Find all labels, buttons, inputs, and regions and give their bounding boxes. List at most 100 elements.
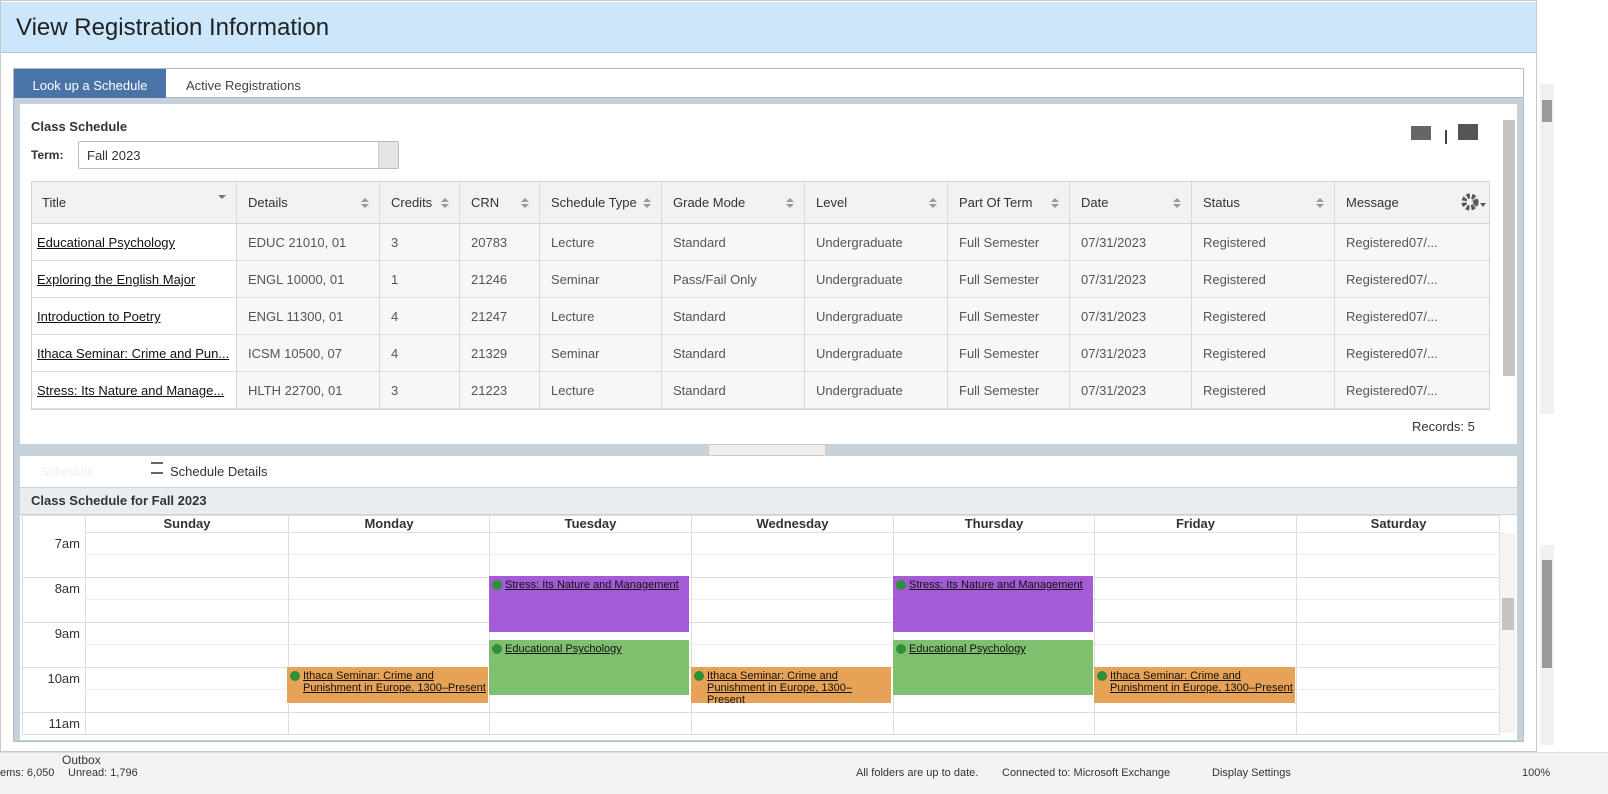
half-hour-line	[85, 599, 1500, 600]
splitter-controls[interactable]	[708, 444, 826, 456]
event-label[interactable]: Educational Psychology	[505, 643, 622, 655]
header-bar	[1, 2, 1536, 53]
column-header[interactable]: Grade Mode	[662, 181, 805, 224]
table-cell: Lecture	[540, 224, 662, 261]
tab[interactable]: Active Registrations	[186, 78, 301, 93]
gear	[1461, 193, 1479, 211]
time-label: 8am	[54, 581, 80, 596]
row-title-bg	[32, 224, 237, 260]
term-value: Fall 2023	[87, 148, 141, 163]
row-title-bg	[32, 335, 237, 371]
table-cell: HLTH 22700, 01	[237, 372, 380, 409]
column-header[interactable]: Part Of Term	[948, 181, 1070, 224]
calendar-event[interactable]: Stress: Its Nature and Management	[893, 576, 1093, 632]
calendar-event[interactable]: Ithaca Seminar: Crime and Punishment in …	[287, 667, 488, 703]
table	[31, 181, 1490, 410]
sort-caret[interactable]	[218, 195, 226, 203]
time-label: 11am	[48, 716, 80, 731]
column-header[interactable]: Message	[1335, 181, 1489, 224]
calendar-event[interactable]: Educational Psychology	[489, 640, 689, 695]
day-header: Wednesday	[691, 515, 893, 533]
table-cell: Full Semester	[948, 261, 1070, 298]
tab[interactable]: Schedule Details	[170, 464, 268, 479]
table-cell: 4	[380, 298, 460, 335]
event-label[interactable]: Stress: Its Nature and Management	[909, 579, 1083, 591]
event-label[interactable]: Ithaca Seminar: Crime and Punishment in …	[303, 670, 486, 694]
status-item[interactable]: Display Settings	[1212, 767, 1291, 779]
scroll-thumb[interactable]	[1542, 100, 1552, 122]
tab[interactable]: Look up a Schedule	[14, 69, 166, 98]
select-arrow[interactable]	[378, 142, 398, 168]
column-header[interactable]: Credits	[380, 181, 460, 224]
records-count: Records: 5	[1412, 419, 1475, 434]
column-header[interactable]: Date	[1070, 181, 1192, 224]
table-cell: Full Semester	[948, 335, 1070, 372]
day-column	[85, 533, 86, 735]
panel-scroll-thumb[interactable]	[1503, 120, 1515, 376]
scroll-thumb[interactable]	[1542, 560, 1552, 668]
course-link[interactable]: Stress: Its Nature and Manage...	[31, 372, 237, 409]
table-cell: Registered07/...	[1346, 272, 1438, 287]
table-cell: Registered07/...	[1346, 346, 1438, 361]
term-select[interactable]	[78, 141, 399, 169]
email-icon[interactable]	[1411, 126, 1431, 140]
column-header[interactable]: CRN	[460, 181, 540, 224]
event-label[interactable]: Ithaca Seminar: Crime and Punishment in …	[1110, 670, 1293, 694]
calendar-title: Class Schedule for Fall 2023	[31, 493, 207, 508]
row-title-bg	[32, 261, 237, 297]
table-cell: Undergraduate	[805, 224, 948, 261]
table-cell: 07/31/2023	[1070, 372, 1192, 409]
day-column	[489, 533, 490, 735]
table-row	[32, 298, 1489, 335]
table-cell: Lecture	[540, 298, 662, 335]
table-cell: 21329	[460, 335, 540, 372]
table-cell: Undergraduate	[805, 261, 948, 298]
day-column	[893, 533, 894, 735]
row-title-bg	[32, 298, 237, 334]
calendar-scrollbar[interactable]	[1500, 533, 1516, 733]
course-link[interactable]: Educational Psychology	[31, 224, 237, 261]
table-cell: Standard	[662, 372, 805, 409]
gear-caret	[1480, 203, 1486, 207]
table-header	[32, 182, 1489, 224]
day-header: Thursday	[893, 515, 1094, 533]
column-header[interactable]: Schedule Type	[540, 181, 662, 224]
table-cell: ICSM 10500, 07	[237, 335, 380, 372]
time-label: 7am	[54, 536, 80, 551]
status-item: Unread: 1,796	[68, 767, 138, 779]
table-cell: Registered	[1192, 224, 1335, 261]
column-header[interactable]: Details	[237, 181, 380, 224]
settings-icon[interactable]	[1460, 192, 1488, 214]
column-header[interactable]: Status	[1192, 181, 1335, 224]
event-label[interactable]: Stress: Its Nature and Management	[505, 579, 679, 591]
course-link[interactable]: Ithaca Seminar: Crime and Pun...	[31, 335, 237, 372]
course-link[interactable]: Exploring the English Major	[31, 261, 237, 298]
calendar-event[interactable]: Educational Psychology	[893, 640, 1093, 695]
event-label[interactable]: Educational Psychology	[909, 643, 1026, 655]
table-cell: 21246	[460, 261, 540, 298]
event-label[interactable]: Ithaca Seminar: Crime and Punishment in …	[707, 670, 852, 703]
tab[interactable]: Schedule	[40, 464, 95, 479]
table-cell: Seminar	[540, 261, 662, 298]
calendar-event[interactable]: Ithaca Seminar: Crime and Punishment in …	[691, 667, 891, 703]
folder-label[interactable]: Outbox	[62, 753, 101, 767]
table-cell: 07/31/2023	[1070, 335, 1192, 372]
table-cell: Registered07/...	[1346, 383, 1438, 398]
column-header[interactable]: Title	[31, 181, 237, 224]
column-header[interactable]: Level	[805, 181, 948, 224]
calendar-event[interactable]: Ithaca Seminar: Crime and Punishment in …	[1094, 667, 1295, 703]
panel-title: Class Schedule	[31, 119, 128, 134]
print-icon[interactable]	[1458, 124, 1478, 140]
scrollbar[interactable]	[1540, 84, 1554, 414]
status-bar	[0, 752, 1608, 794]
table-cell: Undergraduate	[805, 335, 948, 372]
day-header: Friday	[1094, 515, 1296, 533]
table-cell: 3	[380, 224, 460, 261]
table-cell: 4	[380, 335, 460, 372]
course-link[interactable]: Introduction to Poetry	[31, 298, 237, 335]
calendar-event[interactable]: Stress: Its Nature and Management	[489, 576, 689, 632]
table-cell: Undergraduate	[805, 298, 948, 335]
calendar-scroll-thumb[interactable]	[1502, 598, 1514, 630]
table-cell: Full Semester	[948, 298, 1070, 335]
